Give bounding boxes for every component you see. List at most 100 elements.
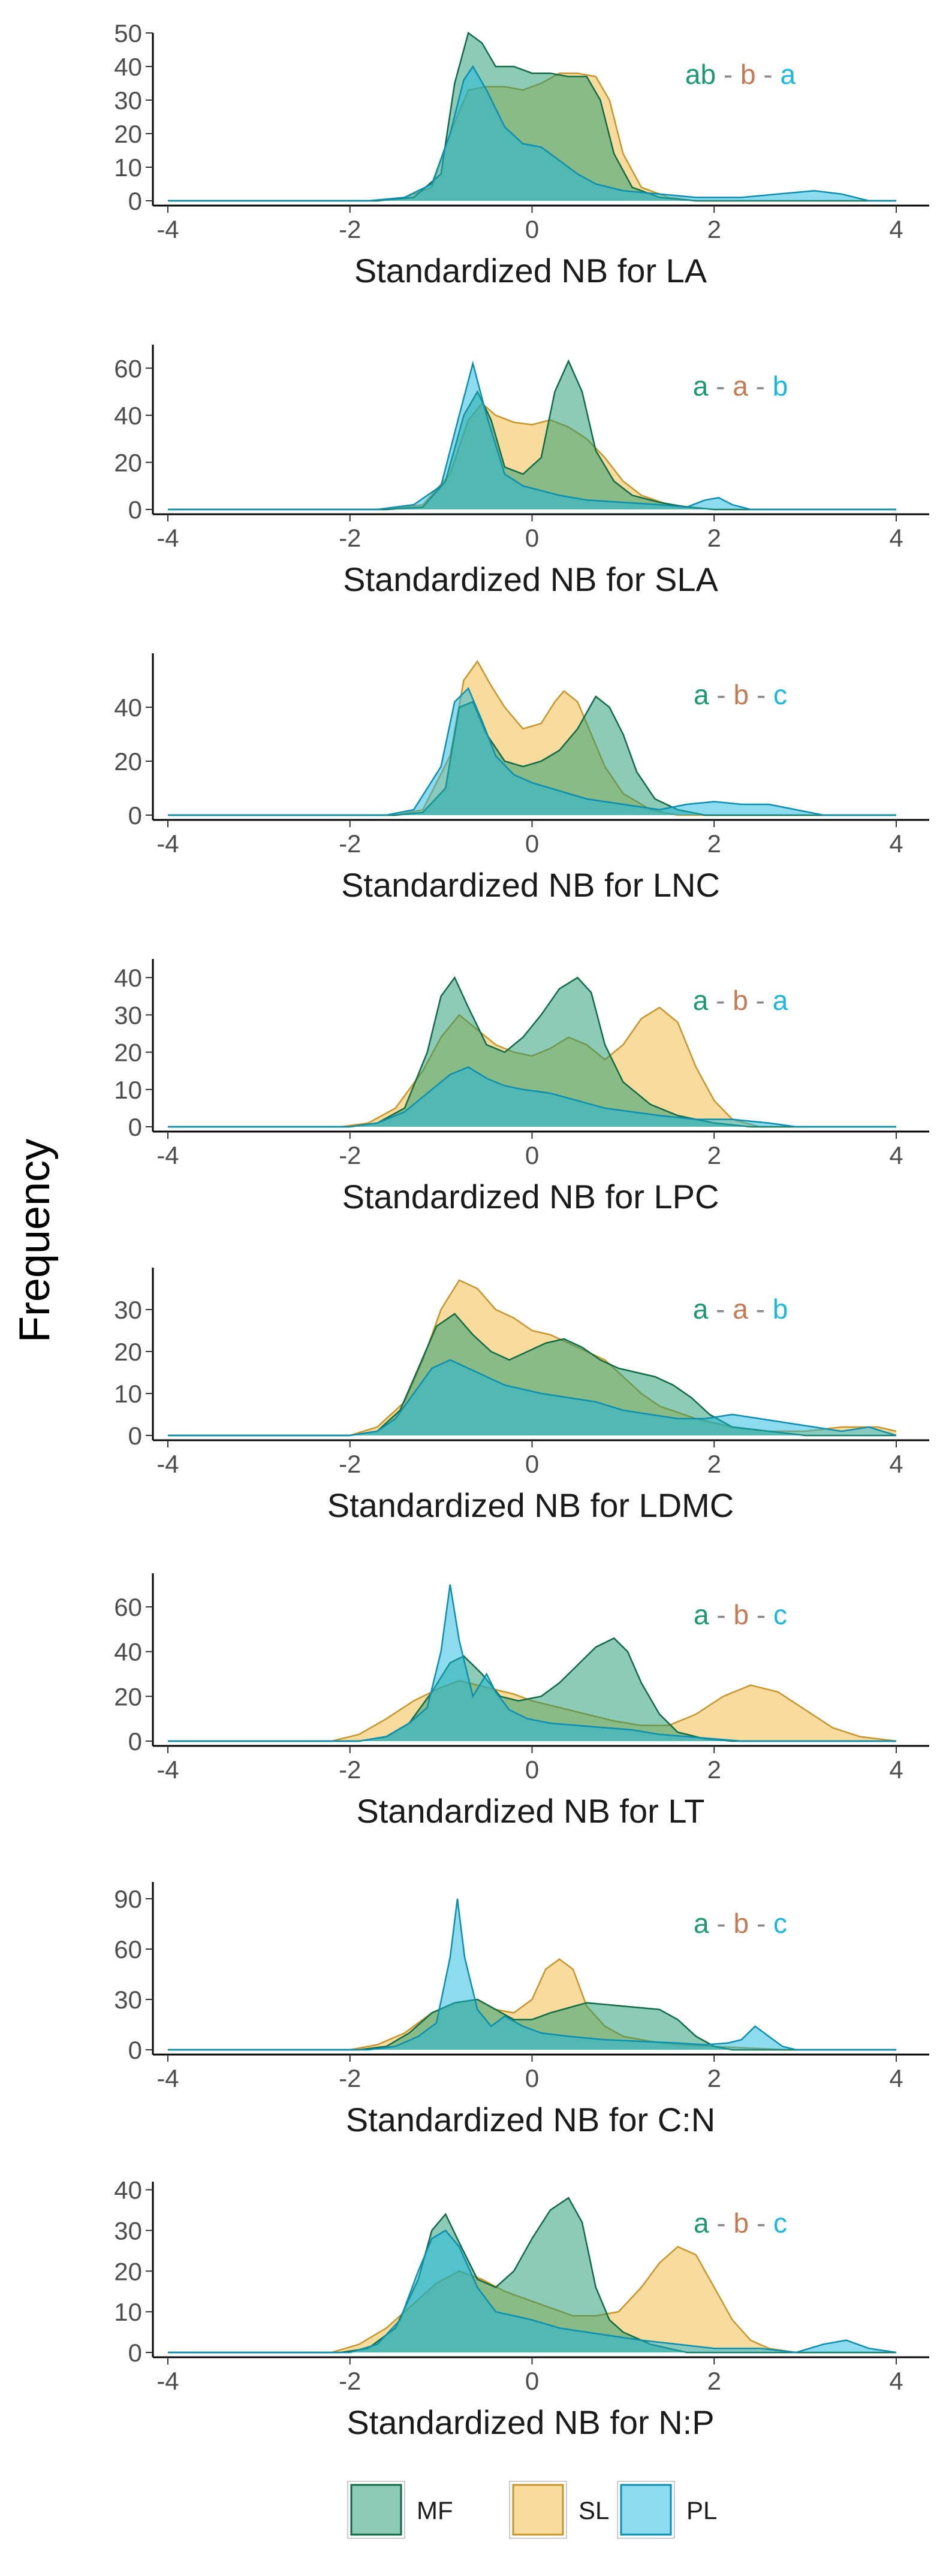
letter-mf: a: [693, 985, 709, 1016]
x-axis-title: Standardized NB for N:P: [347, 2403, 714, 2441]
x-tick-label: -4: [156, 2064, 179, 2092]
letter-separator: -: [709, 2207, 734, 2239]
x-tick-label: 0: [525, 2367, 539, 2395]
density-area-pl: [168, 2230, 896, 2352]
y-tick-label: 20: [114, 120, 142, 148]
x-tick-label: -4: [156, 524, 179, 552]
chart-panel-6: 0 20 40 60 -4 -2 0 2 4 Standardized NB for LT a - …: [114, 1573, 929, 1830]
density-line-mf: [168, 1313, 896, 1437]
x-tick-label: -2: [339, 2367, 361, 2395]
x-tick-label: 0: [525, 215, 539, 243]
letter-mf: a: [693, 370, 709, 402]
y-tick-label: 0: [128, 801, 142, 829]
x-tick-label: -2: [339, 2064, 361, 2092]
significance-letters: a - b - a: [693, 985, 788, 1016]
y-tick-label: 20: [114, 1338, 142, 1366]
letter-separator: -: [716, 59, 740, 90]
density-area-pl: [168, 688, 896, 815]
y-tick-label: 30: [114, 1296, 142, 1324]
letter-sl: b: [734, 679, 749, 710]
y-tick-label: 0: [128, 1422, 142, 1450]
y-tick-label: 0: [128, 2339, 142, 2367]
y-tick-label: 30: [114, 1001, 142, 1029]
x-tick-label: -4: [156, 215, 179, 243]
letter-sl: a: [733, 370, 748, 402]
letter-pl: a: [773, 985, 788, 1016]
y-tick-label: 10: [114, 153, 142, 182]
x-tick-label: 2: [707, 829, 721, 858]
y-tick-label: 40: [114, 53, 142, 81]
y-tick-label: 50: [114, 19, 142, 47]
y-tick-label: 90: [114, 1885, 142, 1913]
chart-panel-5: 0 10 20 30 -4 -2 0 2 4 Standardized NB for LDMC a …: [114, 1268, 929, 1524]
x-tick-label: -2: [339, 215, 361, 243]
letter-separator: -: [749, 1908, 773, 1939]
letter-mf: a: [693, 1293, 709, 1325]
letter-separator: -: [748, 985, 773, 1016]
y-tick-label: 40: [114, 964, 142, 992]
y-tick-label: 20: [114, 1039, 142, 1067]
significance-letters: a - a - b: [693, 1293, 788, 1325]
density-line-mf: [168, 976, 896, 1128]
x-tick-label: -4: [156, 2367, 179, 2395]
y-axis-title: Frequency: [11, 1139, 59, 1343]
x-tick-label: 4: [889, 829, 903, 858]
letter-mf: a: [694, 1599, 709, 1630]
letter-separator: -: [749, 679, 773, 710]
letter-pl: c: [773, 2207, 787, 2239]
x-axis-title: Standardized NB for SLA: [343, 560, 718, 598]
x-axis-title: Standardized NB for C:N: [346, 2101, 715, 2138]
significance-letters: a - b - c: [694, 1908, 787, 1939]
density-line-mf: [168, 1637, 896, 1742]
y-tick-label: 40: [114, 402, 142, 430]
x-tick-label: 4: [889, 2367, 903, 2395]
x-tick-label: 4: [889, 1755, 903, 1784]
letter-sl: b: [740, 59, 756, 90]
chart-panel-4: 0 10 20 30 40 -4 -2 0 2 4 Standardized NB for LPC a…: [114, 959, 929, 1215]
letter-separator: -: [756, 59, 781, 90]
x-tick-label: 0: [525, 524, 539, 552]
letter-separator: -: [708, 985, 733, 1016]
letter-pl: c: [773, 1908, 787, 1939]
y-tick-label: 10: [114, 1380, 142, 1408]
letter-mf: ab: [685, 59, 716, 90]
letter-pl: b: [773, 1293, 788, 1325]
x-tick-label: -2: [339, 1141, 361, 1169]
density-area-mf: [168, 1314, 896, 1435]
y-tick-label: 30: [114, 1986, 142, 2014]
letter-separator: -: [748, 370, 773, 402]
y-tick-label: 40: [114, 693, 142, 722]
y-tick-label: 40: [114, 1638, 142, 1666]
letter-sl: a: [733, 1293, 748, 1325]
letter-separator: -: [749, 1599, 773, 1630]
significance-letters: a - b - c: [694, 2207, 787, 2239]
x-tick-label: 4: [889, 524, 903, 552]
x-tick-label: 4: [889, 1141, 903, 1169]
y-tick-label: 0: [128, 2036, 142, 2064]
y-tick-label: 0: [128, 1113, 142, 1141]
x-tick-label: 4: [889, 215, 903, 243]
x-axis-title: Standardized NB for LNC: [341, 866, 720, 904]
x-axis-title: Standardized NB for LDMC: [327, 1486, 734, 1524]
chart-panel-8: 0 10 20 30 40 -4 -2 0 2 4 Standardized NB for N:P a…: [114, 2176, 929, 2441]
x-tick-label: -2: [339, 524, 361, 552]
legend-label: SL: [579, 2496, 609, 2524]
significance-letters: a - b - c: [694, 679, 787, 710]
density-area-sl: [168, 2246, 896, 2352]
significance-letters: a - a - b: [693, 370, 788, 402]
density-line-pl: [168, 1584, 896, 1742]
x-tick-label: 0: [525, 1755, 539, 1784]
y-tick-label: 40: [114, 2176, 142, 2204]
x-axis-title: Standardized NB for LPC: [342, 1178, 719, 1215]
x-tick-label: -4: [156, 1755, 179, 1784]
legend-swatch-pl: [620, 2484, 672, 2536]
chart-panel-2: 0 20 40 60 -4 -2 0 2 4 Standardized NB for SLA a -…: [114, 345, 929, 598]
letter-pl: b: [773, 370, 788, 402]
letter-separator: -: [748, 1293, 773, 1325]
legend-label: PL: [686, 2496, 717, 2524]
density-line-pl: [168, 2229, 897, 2354]
y-tick-label: 0: [128, 496, 142, 524]
x-tick-label: -4: [156, 1141, 179, 1169]
density-area-sl: [168, 1959, 896, 2050]
